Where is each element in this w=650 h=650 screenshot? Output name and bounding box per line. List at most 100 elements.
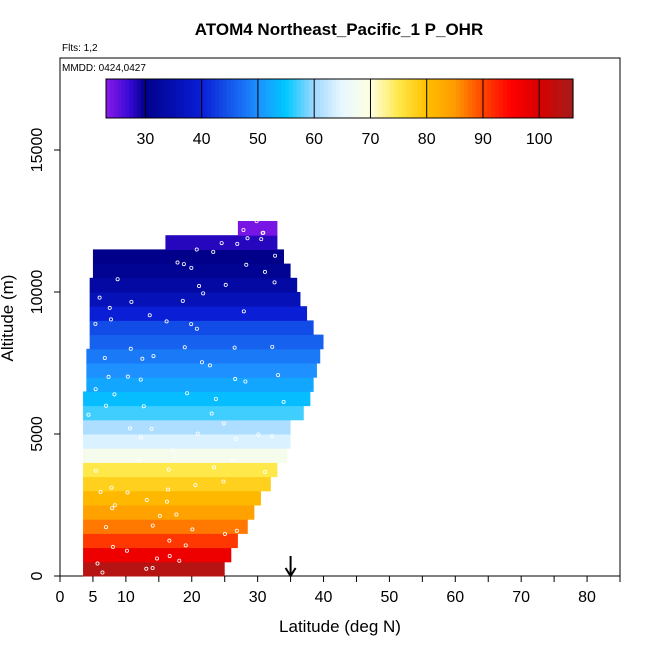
colorbar-tick-label: 30	[136, 131, 154, 148]
sample-point	[102, 355, 107, 360]
sample-point	[125, 374, 130, 379]
colorbar-segment	[246, 79, 251, 118]
colorbar-segment	[152, 79, 158, 118]
sample-point	[174, 512, 179, 517]
colorbar-segment	[366, 79, 372, 118]
colorbar-segment	[495, 79, 500, 118]
colorbar-segment	[358, 79, 364, 118]
colorbar-tick-label: 80	[418, 131, 436, 148]
bin-4	[83, 505, 255, 520]
sample-point	[97, 295, 102, 300]
sample-point	[108, 317, 113, 322]
colorbar-segment	[460, 79, 465, 118]
colorbar-tick-label: 60	[305, 131, 323, 148]
colorbar-segment	[417, 79, 422, 118]
colorbar-segment	[370, 79, 376, 118]
sample-point	[173, 454, 178, 459]
colorbar-segment	[436, 79, 442, 118]
sample-point	[100, 570, 105, 575]
sample-point	[234, 437, 239, 442]
sample-point	[171, 448, 176, 453]
colorbar-segment	[323, 79, 329, 118]
sample-point	[183, 543, 188, 548]
bin-10	[83, 419, 291, 435]
colorbar-segment	[378, 79, 383, 118]
colorbar-segment	[109, 79, 115, 118]
sample-point	[207, 363, 212, 368]
colorbar-segment	[390, 79, 395, 118]
bin-19	[89, 292, 301, 307]
bin-17	[89, 320, 314, 336]
colorbar-segment	[234, 79, 239, 118]
colorbar-segment	[230, 79, 236, 118]
x-tick-label: 80	[578, 589, 596, 606]
sample-point	[254, 219, 259, 224]
y-tick-label: 5000	[29, 416, 46, 452]
colorbar-segment	[343, 79, 348, 118]
sample-point	[233, 377, 238, 382]
sample-point	[182, 345, 187, 350]
colorbar-segment	[565, 79, 570, 118]
colorbar-segment	[121, 79, 127, 118]
sample-points	[86, 219, 286, 575]
sample-point	[262, 269, 267, 274]
annotations	[284, 556, 297, 578]
colorbar-segment	[281, 79, 286, 118]
sample-point	[167, 553, 172, 558]
colorbar-segment	[397, 79, 403, 118]
bin-9	[83, 434, 291, 449]
bin-24	[237, 221, 278, 236]
colorbar-segment	[106, 79, 111, 118]
colorbar-segment	[335, 79, 341, 118]
sample-point	[98, 489, 103, 494]
sample-point	[270, 344, 275, 349]
colorbar-segment	[467, 79, 473, 118]
colorbar-tick-label: 40	[193, 131, 211, 148]
colorbar-segment	[347, 79, 352, 118]
bin-11	[83, 405, 304, 421]
colorbar-segment	[510, 79, 516, 118]
colorbar-segment	[487, 79, 492, 118]
flights-label: Flts: 1,2	[62, 43, 98, 54]
sample-point	[273, 253, 278, 258]
colorbar-segment	[195, 79, 200, 118]
colorbar-segment	[183, 79, 189, 118]
sample-point	[199, 360, 204, 365]
colorbar-segment	[362, 79, 368, 118]
sample-point	[234, 528, 239, 533]
sample-point	[138, 435, 143, 440]
sample-point	[230, 458, 235, 463]
bin-20	[89, 277, 298, 293]
sample-point	[154, 556, 159, 561]
sample-point	[261, 230, 266, 235]
colorbar-segment	[409, 79, 415, 118]
colorbar-segment	[148, 79, 154, 118]
sample-point	[213, 396, 218, 401]
colorbar-segment	[285, 79, 290, 118]
sample-point	[104, 403, 109, 408]
bin-22	[92, 249, 284, 265]
colorbar-segment	[464, 79, 469, 118]
sample-point	[221, 479, 226, 484]
colorbar-segment	[514, 79, 520, 118]
colorbar-segment	[452, 79, 457, 118]
colorbar-segment	[296, 79, 302, 118]
colorbar-segment	[144, 79, 150, 118]
colorbar-segment	[117, 79, 123, 118]
arrow-head	[284, 567, 297, 578]
sample-point	[125, 490, 130, 495]
bin-13	[86, 377, 314, 392]
colorbar-segment	[257, 79, 263, 118]
sample-point	[141, 404, 146, 409]
colorbar-segment	[401, 79, 407, 118]
y-tick-label: 15000	[29, 128, 46, 173]
sample-point	[180, 298, 185, 303]
colorbar-segment	[421, 79, 426, 118]
colorbar-segment	[320, 79, 325, 118]
sample-point	[164, 319, 169, 324]
sample-point	[112, 392, 117, 397]
colorbar-segment	[429, 79, 434, 118]
colorbar-segment	[355, 79, 360, 118]
x-tick-label: 50	[381, 589, 399, 606]
sample-point	[167, 538, 172, 543]
